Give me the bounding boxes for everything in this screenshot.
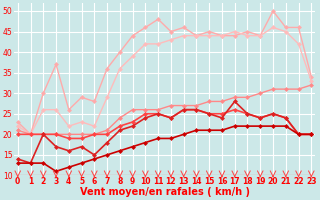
X-axis label: Vent moyen/en rafales ( km/h ): Vent moyen/en rafales ( km/h ) [80, 187, 250, 197]
